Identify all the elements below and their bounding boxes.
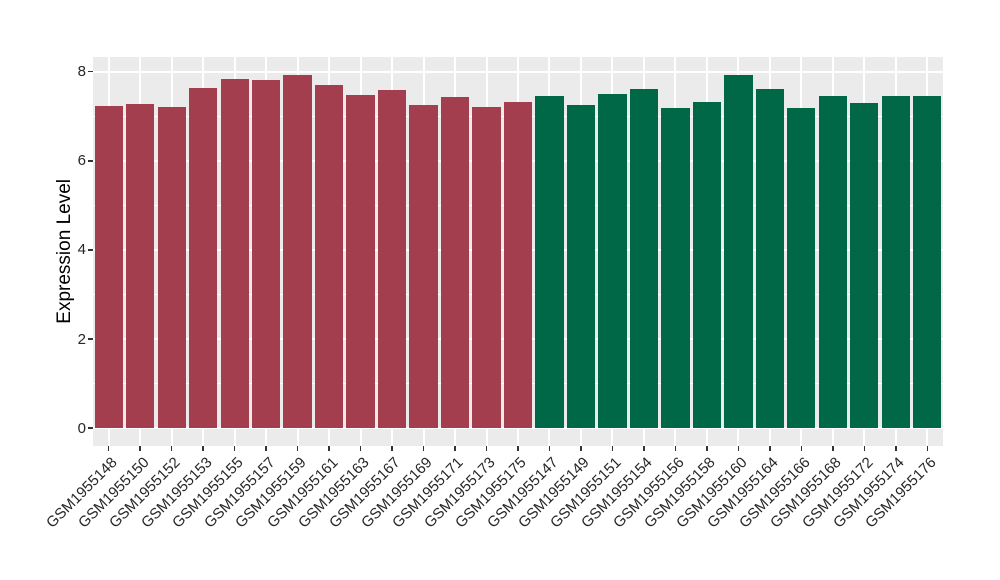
bar-GSM1955161 bbox=[314, 85, 344, 429]
y-gridline-major bbox=[93, 70, 943, 73]
plot-panel bbox=[93, 57, 943, 446]
y-tick-mark bbox=[88, 249, 93, 251]
x-tick-mark bbox=[643, 446, 645, 451]
bar-GSM1955173 bbox=[472, 107, 501, 429]
x-tick-mark bbox=[265, 446, 267, 451]
bar-GSM1955168 bbox=[818, 96, 847, 429]
bar-GSM1955174 bbox=[881, 95, 910, 429]
bar-GSM1955155 bbox=[220, 79, 249, 429]
x-tick-mark bbox=[706, 446, 708, 451]
x-tick-mark bbox=[170, 446, 173, 451]
bar-GSM1955164 bbox=[755, 89, 784, 429]
x-tick-mark bbox=[895, 446, 897, 451]
y-tick-mark bbox=[88, 427, 93, 429]
x-tick-mark bbox=[485, 446, 488, 451]
bar-GSM1955169 bbox=[409, 104, 438, 429]
bar-GSM1955176 bbox=[913, 95, 942, 429]
bar-GSM1955160 bbox=[724, 74, 753, 429]
bar-GSM1955163 bbox=[346, 94, 375, 429]
x-tick-mark bbox=[548, 446, 551, 451]
bar-GSM1955147 bbox=[535, 95, 564, 429]
bar-GSM1955159 bbox=[283, 75, 312, 429]
x-tick-mark bbox=[391, 446, 393, 451]
x-tick-mark bbox=[611, 446, 614, 451]
x-tick-mark bbox=[674, 446, 677, 451]
bar-GSM1955151 bbox=[598, 93, 627, 429]
bar-GSM1955166 bbox=[787, 107, 816, 429]
x-tick-mark bbox=[769, 446, 771, 451]
x-tick-mark bbox=[926, 446, 928, 451]
x-tick-mark bbox=[328, 446, 330, 451]
bar-GSM1955157 bbox=[251, 80, 281, 429]
x-tick-mark bbox=[517, 446, 519, 451]
bar-GSM1955149 bbox=[566, 104, 596, 429]
bar-GSM1955148 bbox=[94, 105, 123, 429]
x-tick-mark bbox=[737, 446, 740, 451]
y-tick-mark bbox=[88, 338, 93, 340]
x-tick-mark bbox=[832, 446, 834, 451]
x-tick-mark bbox=[454, 446, 456, 451]
bar-GSM1955156 bbox=[661, 108, 690, 429]
x-tick-mark bbox=[107, 446, 110, 451]
x-tick-mark bbox=[863, 446, 866, 451]
y-gridline-major bbox=[93, 427, 943, 430]
x-tick-mark bbox=[139, 446, 141, 451]
x-tick-mark bbox=[296, 446, 299, 451]
y-tick-label: 4 bbox=[77, 241, 86, 259]
y-tick-label: 0 bbox=[77, 419, 86, 437]
x-tick-mark bbox=[422, 446, 425, 451]
bar-GSM1955152 bbox=[157, 107, 186, 429]
y-tick-mark bbox=[88, 70, 93, 73]
bar-GSM1955150 bbox=[126, 104, 155, 429]
bar-GSM1955153 bbox=[189, 87, 218, 429]
bar-GSM1955171 bbox=[440, 97, 470, 429]
bar-GSM1955172 bbox=[850, 103, 879, 429]
y-tick-label: 2 bbox=[77, 330, 86, 348]
bar-GSM1955167 bbox=[377, 89, 407, 429]
x-tick-mark bbox=[233, 446, 236, 451]
bar-GSM1955154 bbox=[629, 89, 659, 429]
x-tick-mark bbox=[202, 446, 204, 451]
x-tick-mark bbox=[580, 446, 582, 451]
y-tick-label: 8 bbox=[77, 63, 86, 81]
x-tick-mark bbox=[359, 446, 362, 451]
bar-GSM1955158 bbox=[692, 102, 722, 429]
x-tick-mark bbox=[800, 446, 803, 451]
y-tick-label: 6 bbox=[77, 152, 86, 170]
y-tick-mark bbox=[88, 160, 93, 162]
bar-GSM1955175 bbox=[503, 101, 533, 429]
